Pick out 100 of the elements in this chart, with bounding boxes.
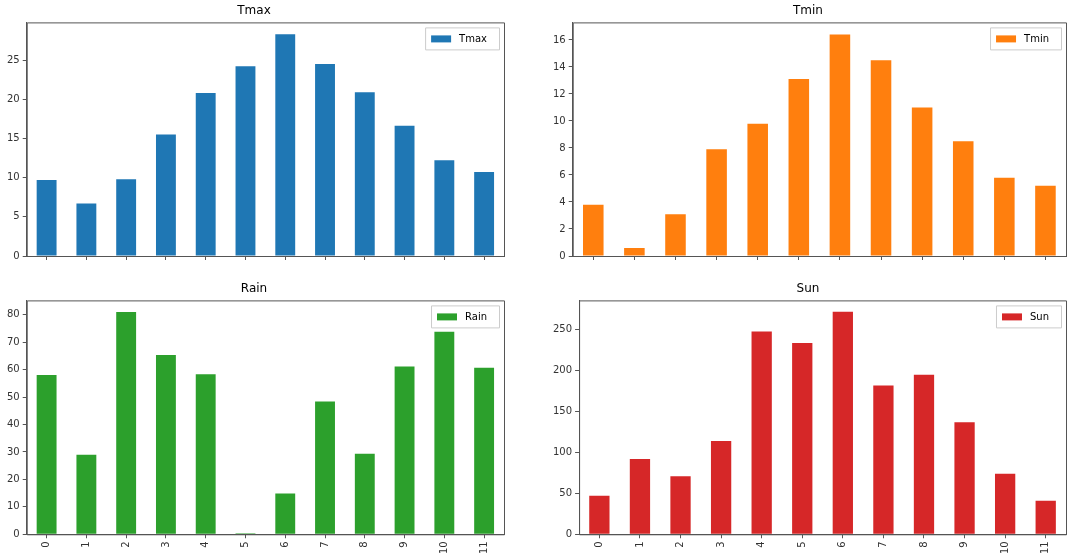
bar bbox=[994, 177, 1015, 256]
bar bbox=[76, 203, 97, 256]
bar bbox=[629, 459, 651, 534]
y-tick-label: 60 bbox=[6, 363, 20, 375]
chart-title: Tmin bbox=[792, 3, 823, 18]
bar bbox=[434, 331, 455, 534]
y-tick-label: 12 bbox=[552, 87, 566, 99]
y-tick-label: 20 bbox=[6, 472, 20, 484]
x-tick-label: 11 bbox=[477, 541, 489, 555]
bar bbox=[670, 476, 691, 534]
y-tick-label: 50 bbox=[559, 486, 573, 498]
y-tick-label: 0 bbox=[565, 527, 573, 539]
x-tick-label: 3 bbox=[714, 541, 726, 548]
x-tick-label: 6 bbox=[278, 541, 290, 548]
y-tick-label: 15 bbox=[6, 132, 20, 144]
x-tick-label: 10 bbox=[437, 541, 449, 555]
y-tick-label: 100 bbox=[552, 446, 573, 458]
bar bbox=[354, 92, 375, 256]
chart-title: Sun bbox=[796, 281, 820, 296]
bar bbox=[788, 79, 810, 256]
legend-label: Rain bbox=[465, 310, 488, 322]
y-tick-label: 20 bbox=[6, 92, 20, 104]
bar bbox=[665, 214, 686, 256]
x-tick-label: 10 bbox=[998, 541, 1010, 555]
y-tick-label: 10 bbox=[6, 500, 20, 512]
x-tick-label: 5 bbox=[795, 541, 807, 548]
y-tick-label: 8 bbox=[559, 141, 566, 153]
x-tick-label: 2 bbox=[119, 541, 131, 548]
y-tick-label: 5 bbox=[13, 210, 20, 222]
bar bbox=[832, 311, 853, 534]
bar bbox=[195, 92, 216, 256]
y-tick-label: 30 bbox=[6, 445, 20, 457]
legend-label: Sun bbox=[1029, 310, 1050, 322]
bar bbox=[394, 125, 415, 256]
bar bbox=[434, 160, 455, 256]
y-tick-label: 25 bbox=[6, 53, 20, 65]
bar bbox=[873, 385, 894, 534]
bar bbox=[829, 34, 851, 256]
y-tick-label: 0 bbox=[559, 249, 566, 261]
y-tick-label: 10 bbox=[6, 171, 20, 183]
y-tick-label: 250 bbox=[552, 323, 573, 335]
y-tick-label: 50 bbox=[6, 390, 20, 402]
bar bbox=[870, 60, 892, 256]
bar bbox=[751, 331, 772, 534]
bar bbox=[589, 495, 610, 534]
bar bbox=[954, 422, 975, 534]
bar bbox=[747, 123, 768, 256]
bar bbox=[155, 355, 176, 534]
y-tick-label: 4 bbox=[559, 195, 566, 207]
x-tick-label: 7 bbox=[318, 541, 330, 548]
bar bbox=[583, 204, 604, 256]
x-tick-label: 8 bbox=[917, 541, 929, 548]
x-tick-label: 2 bbox=[674, 541, 686, 548]
bar bbox=[624, 247, 645, 256]
x-tick-label: 9 bbox=[958, 541, 970, 548]
y-tick-label: 70 bbox=[6, 335, 20, 347]
bar bbox=[315, 63, 335, 256]
bar bbox=[315, 401, 335, 534]
bar bbox=[1035, 500, 1056, 534]
bar bbox=[913, 374, 935, 534]
bar bbox=[354, 453, 375, 534]
x-tick-label: 7 bbox=[877, 541, 888, 548]
x-tick-label: 8 bbox=[358, 541, 370, 548]
x-tick-label: 11 bbox=[1039, 541, 1051, 555]
bar bbox=[952, 141, 974, 256]
x-tick-label: 1 bbox=[79, 541, 91, 548]
y-tick-label: 2 bbox=[559, 222, 566, 234]
x-tick-label: 3 bbox=[159, 541, 171, 548]
x-tick-label: 4 bbox=[755, 541, 767, 548]
bar bbox=[275, 493, 296, 534]
legend-label: Tmin bbox=[1023, 32, 1049, 44]
legend-label: Tmax bbox=[458, 32, 488, 44]
x-tick-label: 0 bbox=[592, 541, 604, 548]
y-tick-label: 0 bbox=[13, 249, 20, 261]
y-tick-label: 80 bbox=[6, 308, 20, 320]
y-tick-label: 10 bbox=[552, 114, 566, 126]
y-tick-label: 16 bbox=[552, 33, 566, 45]
chart-title: Rain bbox=[240, 281, 268, 296]
y-tick-label: 6 bbox=[559, 168, 566, 180]
bar bbox=[116, 179, 137, 256]
x-tick-label: 0 bbox=[40, 541, 52, 548]
bar bbox=[235, 66, 256, 256]
bar bbox=[195, 374, 216, 534]
y-tick-label: 40 bbox=[6, 418, 20, 430]
bar bbox=[474, 367, 495, 534]
bar bbox=[116, 311, 137, 534]
x-tick-label: 5 bbox=[239, 541, 251, 548]
bar bbox=[394, 366, 415, 534]
chart-title: Tmax bbox=[236, 3, 271, 18]
bar bbox=[474, 172, 495, 256]
bar bbox=[994, 473, 1016, 534]
bar bbox=[36, 375, 57, 534]
bar bbox=[36, 179, 57, 256]
bar bbox=[76, 454, 97, 534]
bar bbox=[710, 441, 732, 534]
bar bbox=[706, 149, 727, 256]
bar bbox=[911, 107, 933, 256]
x-tick-label: 9 bbox=[398, 541, 410, 548]
bar bbox=[275, 34, 296, 256]
bar bbox=[1035, 185, 1056, 256]
